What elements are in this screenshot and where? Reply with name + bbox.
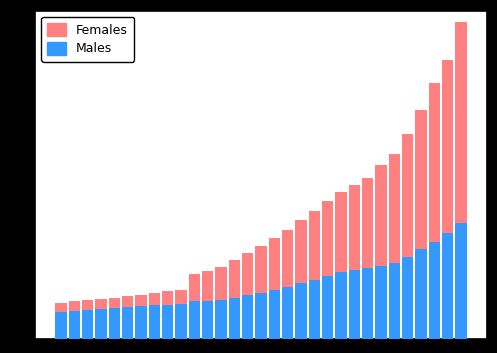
Bar: [122, 296, 133, 339]
Bar: [389, 154, 400, 339]
Bar: [162, 291, 173, 339]
Bar: [189, 274, 200, 339]
Bar: [69, 301, 80, 339]
Bar: [348, 185, 360, 339]
Bar: [362, 268, 373, 339]
Bar: [69, 311, 80, 339]
Bar: [362, 178, 373, 339]
Bar: [55, 312, 67, 339]
Bar: [122, 307, 133, 339]
Bar: [442, 60, 453, 339]
Bar: [255, 293, 266, 339]
Bar: [109, 298, 120, 339]
Bar: [82, 310, 93, 339]
Bar: [215, 300, 227, 339]
Bar: [162, 305, 173, 339]
Bar: [82, 300, 93, 339]
Bar: [428, 83, 440, 339]
Bar: [242, 295, 253, 339]
Bar: [135, 295, 147, 339]
Bar: [442, 233, 453, 339]
Bar: [242, 253, 253, 339]
Bar: [402, 134, 413, 339]
Bar: [175, 304, 187, 339]
Bar: [149, 305, 160, 339]
Bar: [149, 293, 160, 339]
Bar: [282, 287, 293, 339]
Bar: [268, 290, 280, 339]
Bar: [282, 230, 293, 339]
Bar: [268, 238, 280, 339]
Bar: [402, 257, 413, 339]
Bar: [455, 223, 467, 339]
Bar: [375, 265, 387, 339]
Bar: [175, 289, 187, 339]
Bar: [415, 110, 426, 339]
Legend: Females, Males: Females, Males: [41, 17, 134, 61]
Bar: [415, 249, 426, 339]
Bar: [335, 192, 346, 339]
Bar: [322, 276, 333, 339]
Bar: [95, 309, 107, 339]
Bar: [428, 241, 440, 339]
Bar: [295, 221, 307, 339]
Bar: [135, 306, 147, 339]
Bar: [202, 301, 213, 339]
Bar: [309, 211, 320, 339]
Bar: [202, 271, 213, 339]
Bar: [389, 263, 400, 339]
Bar: [455, 22, 467, 339]
Bar: [375, 165, 387, 339]
Bar: [229, 298, 240, 339]
Bar: [255, 246, 266, 339]
Bar: [335, 272, 346, 339]
Bar: [215, 267, 227, 339]
Bar: [348, 270, 360, 339]
Bar: [295, 283, 307, 339]
Bar: [109, 309, 120, 339]
Bar: [189, 301, 200, 339]
Bar: [229, 260, 240, 339]
Bar: [322, 201, 333, 339]
Bar: [55, 303, 67, 339]
Bar: [95, 299, 107, 339]
Bar: [309, 280, 320, 339]
